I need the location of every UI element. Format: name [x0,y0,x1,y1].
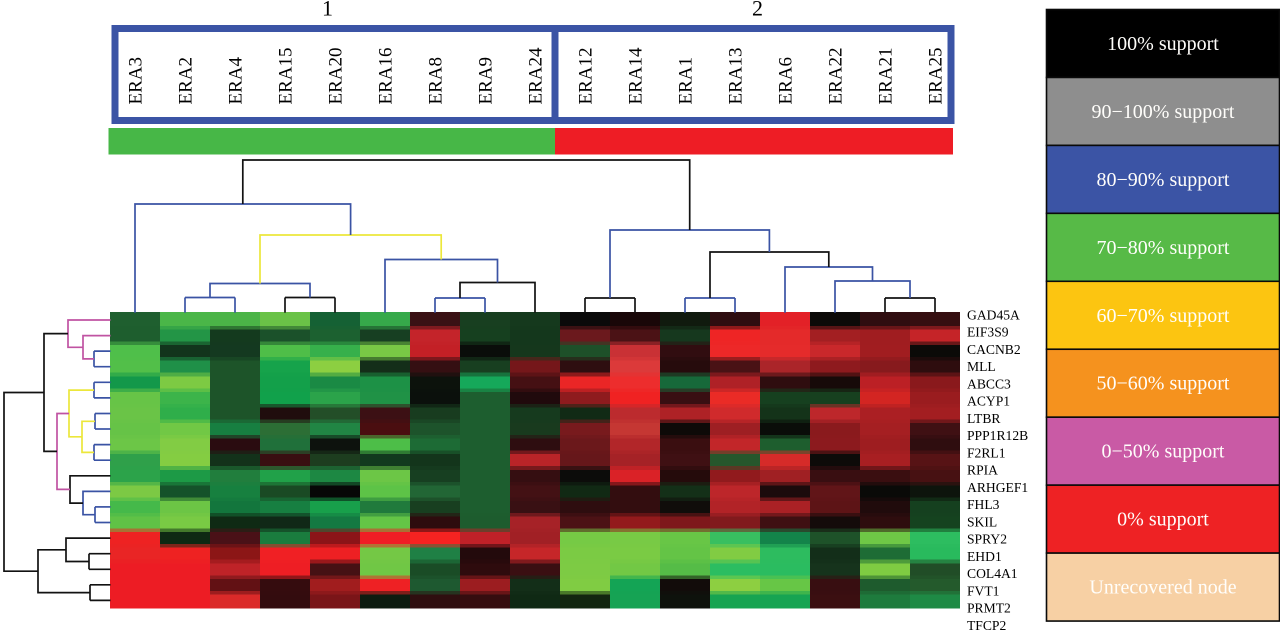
svg-text:ARHGEF1: ARHGEF1 [967,480,1028,495]
svg-text:ERA1: ERA1 [676,57,697,105]
svg-text:ABCC3: ABCC3 [967,376,1011,391]
svg-text:RPIA: RPIA [967,463,998,478]
svg-text:80−90% support: 80−90% support [1097,169,1230,191]
svg-text:ERA15: ERA15 [276,48,297,105]
svg-text:90−100% support: 90−100% support [1092,101,1235,123]
svg-text:ERA8: ERA8 [426,57,447,105]
svg-text:MLL: MLL [967,359,996,374]
svg-text:SKIL: SKIL [967,514,997,529]
svg-text:ERA25: ERA25 [926,48,947,105]
svg-text:ERA21: ERA21 [876,48,897,105]
svg-text:70−80% support: 70−80% support [1097,237,1230,259]
svg-text:F2RL1: F2RL1 [967,445,1006,460]
svg-text:ERA24: ERA24 [526,47,547,105]
svg-text:COL4A1: COL4A1 [967,566,1018,581]
svg-text:FVT1: FVT1 [967,583,999,598]
svg-text:ERA9: ERA9 [476,57,497,105]
svg-text:0% support: 0% support [1117,509,1209,531]
svg-text:ERA20: ERA20 [326,48,347,105]
svg-text:ERA2: ERA2 [176,57,197,105]
svg-text:FHL3: FHL3 [967,497,1000,512]
svg-text:LTBR: LTBR [967,411,1001,426]
svg-text:CACNB2: CACNB2 [967,342,1021,357]
svg-text:PPP1R12B: PPP1R12B [967,428,1028,443]
svg-text:SPRY2: SPRY2 [967,532,1007,547]
svg-text:ERA4: ERA4 [226,57,247,105]
svg-text:100% support: 100% support [1107,33,1219,55]
svg-text:ACYP1: ACYP1 [967,394,1010,409]
svg-text:50−60% support: 50−60% support [1097,373,1230,395]
svg-text:GAD45A: GAD45A [967,307,1020,322]
svg-text:0−50% support: 0−50% support [1102,441,1225,463]
svg-text:ERA3: ERA3 [126,57,147,105]
svg-text:60−70% support: 60−70% support [1097,305,1230,327]
svg-text:ERA12: ERA12 [576,48,597,105]
svg-text:Unrecovered node: Unrecovered node [1089,577,1236,599]
svg-text:EHD1: EHD1 [967,549,1002,564]
svg-text:1: 1 [322,0,333,21]
svg-text:ERA16: ERA16 [376,48,397,105]
svg-text:ERA13: ERA13 [726,48,747,105]
svg-text:ERA6: ERA6 [776,57,797,105]
svg-text:PRMT2: PRMT2 [967,601,1011,616]
svg-text:ERA22: ERA22 [826,48,847,105]
svg-text:ERA14: ERA14 [626,47,647,105]
svg-text:2: 2 [752,0,763,21]
svg-text:TFCP2: TFCP2 [967,618,1006,633]
svg-text:EIF3S9: EIF3S9 [967,325,1009,340]
